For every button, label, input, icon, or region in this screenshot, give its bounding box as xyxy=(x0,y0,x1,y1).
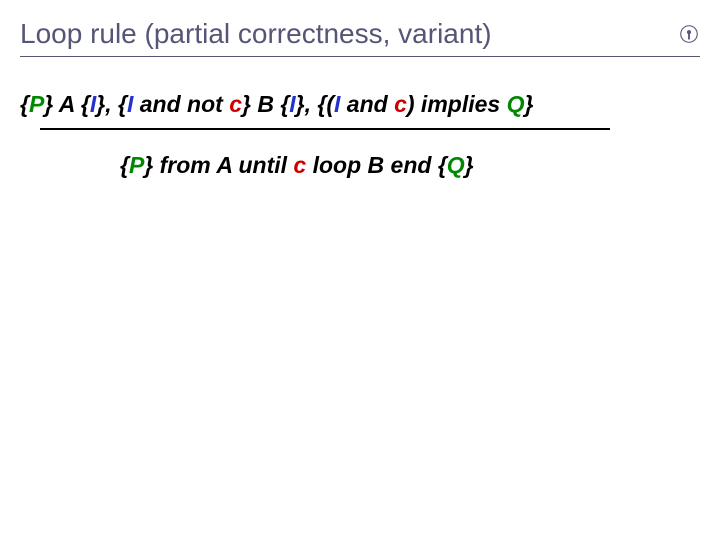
conclusion-row: {P} from A until c loop B end {Q} xyxy=(20,152,700,179)
txt: not xyxy=(187,91,229,117)
txt-Q: Q xyxy=(447,152,465,178)
txt: } xyxy=(465,152,474,178)
txt: , { xyxy=(105,91,127,117)
txt: and xyxy=(133,91,187,117)
txt: { xyxy=(438,152,447,178)
txt: } xyxy=(144,152,159,178)
inference-line xyxy=(40,128,610,130)
slide: Loop rule (partial correctness, variant)… xyxy=(0,0,720,540)
txt: ) implies xyxy=(407,91,507,117)
kw-from: from xyxy=(160,152,211,178)
txt-A: A xyxy=(216,152,238,178)
txt-P: P xyxy=(129,152,144,178)
header-row: Loop rule (partial correctness, variant) xyxy=(20,18,700,57)
txt-c: c xyxy=(394,91,407,117)
txt: { xyxy=(20,91,29,117)
txt: } xyxy=(96,91,105,117)
txt-P: P xyxy=(29,91,44,117)
premise-row: {P} A {I}, {I and not c} B {I}, {(I and … xyxy=(20,91,700,118)
txt-Q: Q xyxy=(507,91,525,117)
txt: { xyxy=(120,152,129,178)
txt: } A { xyxy=(44,91,90,117)
txt-B: B xyxy=(368,152,391,178)
logo-icon xyxy=(678,23,700,45)
slide-title: Loop rule (partial correctness, variant) xyxy=(20,18,492,50)
txt: and xyxy=(340,91,394,117)
txt: , {( xyxy=(305,91,334,117)
kw-loop: loop xyxy=(313,152,362,178)
txt: } B { xyxy=(242,91,289,117)
kw-until: until xyxy=(238,152,287,178)
txt: } xyxy=(296,91,305,117)
txt-c: c xyxy=(229,91,242,117)
kw-end: end xyxy=(391,152,438,178)
txt: } xyxy=(524,91,533,117)
txt-c: c xyxy=(293,152,306,178)
